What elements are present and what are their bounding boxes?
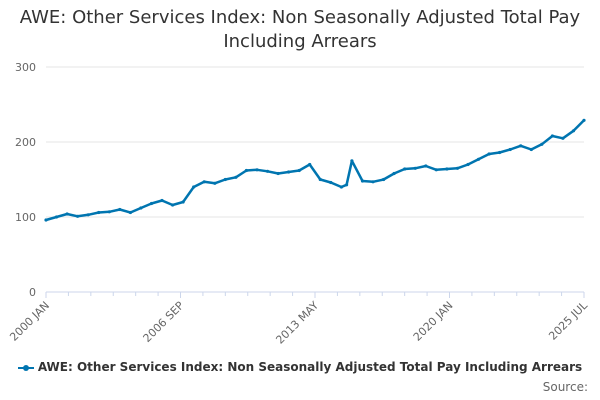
- data-point: [434, 168, 438, 172]
- data-point: [345, 183, 349, 187]
- data-point: [519, 144, 523, 148]
- data-point: [455, 166, 459, 170]
- y-tick-label: 0: [29, 286, 36, 299]
- data-point: [287, 170, 291, 174]
- gridlines: [46, 66, 584, 293]
- legend-swatch-icon: [17, 363, 34, 373]
- data-point: [128, 210, 132, 215]
- chart-title: AWE: Other Services Index: Non Seasonall…: [19, 7, 581, 52]
- data-point: [181, 200, 185, 204]
- data-point: [371, 180, 375, 184]
- x-tick-label: 2020 JAN: [411, 299, 456, 344]
- x-tick-label: 2006 SEP: [141, 299, 187, 345]
- data-point: [540, 142, 544, 146]
- data-point: [529, 147, 533, 152]
- y-axis-ticks: 0 100 200 300: [15, 61, 36, 299]
- data-point: [139, 206, 143, 210]
- x-axis: 2000 JAN 2006 SEP 2013 MAY 2020 JAN 2025 JUL: [7, 292, 591, 347]
- data-point: [223, 177, 227, 182]
- data-point: [498, 150, 502, 155]
- data-point: [244, 168, 248, 173]
- data-point: [118, 207, 122, 212]
- data-point: [571, 129, 576, 133]
- data-point: [297, 168, 301, 173]
- data-point: [97, 210, 101, 215]
- data-point: [171, 203, 175, 207]
- data-point: [107, 210, 111, 214]
- series-line: [45, 119, 585, 222]
- data-point: [360, 179, 365, 183]
- data-point: [192, 185, 196, 189]
- data-point: [382, 177, 386, 182]
- data-point: [149, 201, 154, 206]
- y-tick-label: 100: [15, 211, 36, 224]
- data-point: [255, 168, 259, 172]
- data-point: [276, 171, 280, 176]
- data-point: [392, 171, 396, 176]
- data-point: [213, 181, 217, 185]
- y-tick-label: 200: [15, 136, 36, 149]
- data-point: [265, 169, 270, 173]
- data-point: [403, 167, 407, 171]
- data-point: [202, 180, 206, 184]
- legend[interactable]: AWE: Other Services Index: Non Seasonall…: [0, 360, 600, 374]
- data-point: [413, 166, 417, 170]
- data-point: [160, 198, 164, 203]
- legend-label: AWE: Other Services Index: Non Seasonall…: [37, 360, 583, 374]
- data-point: [329, 180, 333, 185]
- data-point: [550, 134, 555, 138]
- data-point: [65, 212, 69, 216]
- data-point: [582, 118, 586, 122]
- data-point: [44, 218, 48, 222]
- data-point: [350, 159, 354, 163]
- data-point: [561, 136, 565, 140]
- data-point: [54, 215, 59, 219]
- data-point: [318, 177, 322, 182]
- series-layer: [44, 118, 586, 222]
- data-point: [234, 175, 238, 179]
- data-point: [466, 162, 470, 167]
- data-point: [86, 213, 90, 217]
- data-point: [508, 147, 512, 152]
- data-point: [476, 157, 481, 161]
- data-point: [424, 164, 428, 168]
- data-point: [76, 214, 80, 218]
- y-tick-label: 300: [15, 61, 36, 74]
- x-tick-label: 2025 JUL: [546, 298, 590, 342]
- data-point: [339, 185, 343, 189]
- data-point: [308, 162, 312, 167]
- data-point: [445, 167, 449, 171]
- x-tick-label: 2013 MAY: [273, 299, 321, 347]
- source-label: Source:: [542, 380, 588, 394]
- data-point: [487, 152, 491, 156]
- x-tick-label: 2000 JAN: [7, 299, 52, 344]
